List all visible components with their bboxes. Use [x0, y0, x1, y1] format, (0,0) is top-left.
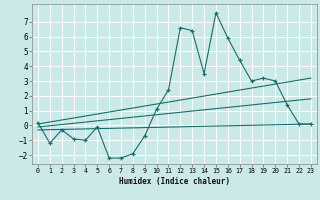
X-axis label: Humidex (Indice chaleur): Humidex (Indice chaleur)	[119, 177, 230, 186]
